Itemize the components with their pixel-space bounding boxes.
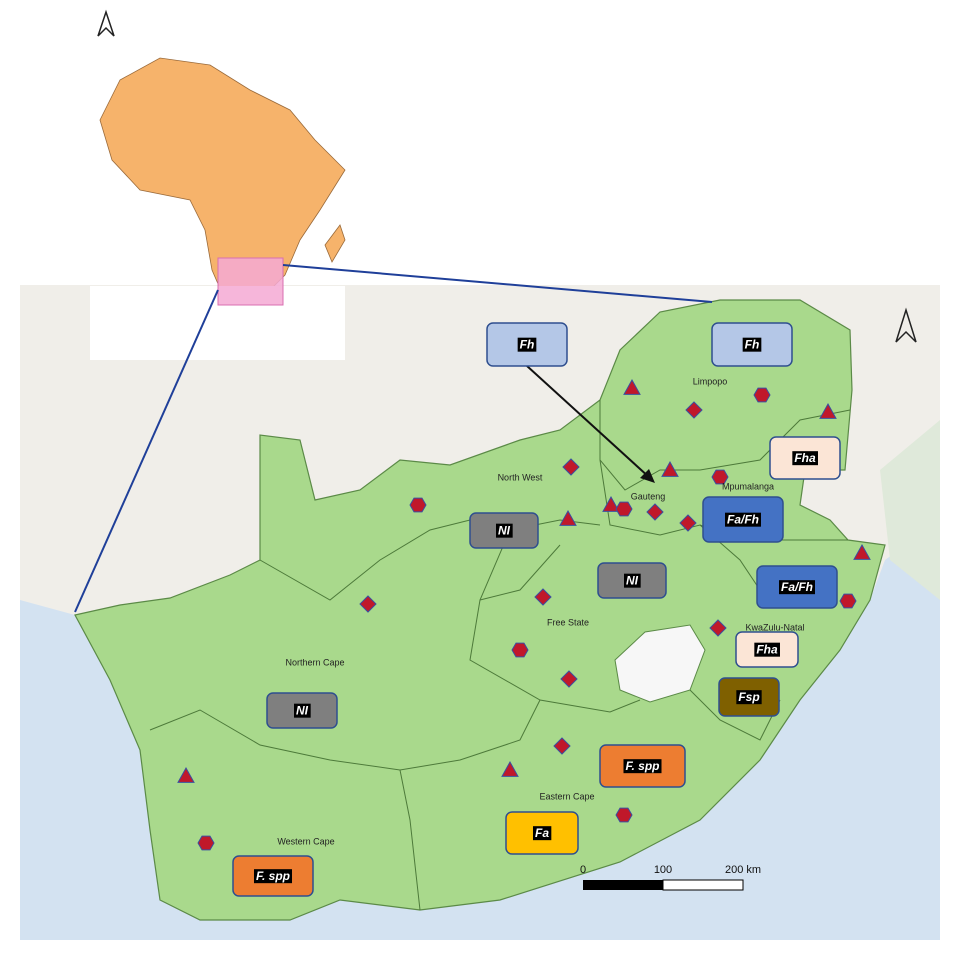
province-name: Gauteng [631, 491, 666, 501]
site-marker [661, 460, 679, 477]
site-marker [623, 378, 641, 395]
site-marker [562, 458, 580, 476]
label-highlight [754, 642, 780, 657]
site-marker [679, 514, 697, 532]
site-marker [711, 469, 729, 485]
site-marker [511, 642, 529, 658]
site-marker [685, 401, 703, 419]
site-marker [819, 402, 837, 419]
site-marker [709, 619, 727, 637]
site-marker [753, 387, 771, 403]
scale-label: 0 [580, 864, 586, 876]
scale-bar [662, 879, 744, 891]
label-text: Fa/Fh [727, 513, 759, 527]
site-marker [853, 543, 871, 560]
label-highlight [532, 826, 552, 841]
north-arrow [97, 9, 115, 37]
site-marker [615, 501, 633, 517]
ocean [20, 520, 940, 940]
site-marker [560, 670, 578, 688]
label-highlight [517, 337, 537, 352]
inset-extent [217, 257, 284, 306]
label-text: Fa [535, 826, 549, 840]
pointer-arrowhead [640, 469, 655, 483]
label-highlight [496, 523, 513, 538]
label-highlight [294, 703, 311, 718]
label-text: NI [626, 574, 639, 588]
label-text: F. spp [625, 759, 659, 773]
province-name: Northern Cape [285, 657, 344, 667]
site-marker [839, 593, 857, 609]
lesotho [614, 624, 706, 703]
site-marker [534, 588, 552, 606]
site-marker [646, 503, 664, 521]
label-text: Fh [745, 338, 760, 352]
site-marker [501, 760, 519, 777]
province-name: Free State [547, 617, 589, 627]
site-marker [559, 509, 577, 526]
label-text: Fha [756, 643, 778, 657]
site-marker [197, 835, 215, 851]
scale-label: 200 km [725, 864, 761, 876]
province-name: North West [498, 472, 543, 482]
label-text: Fha [794, 451, 816, 465]
site-marker [602, 495, 620, 512]
pointer-arrow [526, 365, 651, 479]
label-text: Fsp [738, 690, 759, 704]
site-marker [615, 807, 633, 823]
site-marker [177, 766, 195, 783]
land-east [880, 420, 940, 600]
label-highlight [253, 869, 293, 884]
province-name: Eastern Cape [539, 791, 594, 801]
africa [99, 57, 346, 306]
site-marker [553, 737, 571, 755]
label-highlight [742, 337, 762, 352]
label-text: NI [498, 524, 511, 538]
site-marker [359, 595, 377, 613]
north-arrow [895, 307, 917, 343]
label-highlight [725, 512, 761, 527]
label-text: NI [296, 704, 309, 718]
scale-label: 100 [654, 864, 672, 876]
label-text: F. spp [256, 869, 290, 883]
scale-bar [583, 880, 663, 890]
zoom-line [282, 264, 713, 303]
site-marker [409, 497, 427, 513]
label-text: Fh [520, 338, 535, 352]
province-name: KwaZulu-Natal [745, 622, 804, 632]
madagascar [324, 224, 346, 263]
province-name: Mpumalanga [722, 481, 774, 491]
label-highlight [779, 580, 815, 595]
label-highlight [624, 573, 641, 588]
label-highlight [736, 690, 762, 705]
province-name: Western Cape [277, 836, 334, 846]
label-text: Fa/Fh [781, 580, 813, 594]
province-name: Limpopo [693, 376, 728, 386]
label-highlight [792, 451, 818, 466]
zoom-line [74, 289, 219, 613]
label-highlight [623, 759, 662, 774]
